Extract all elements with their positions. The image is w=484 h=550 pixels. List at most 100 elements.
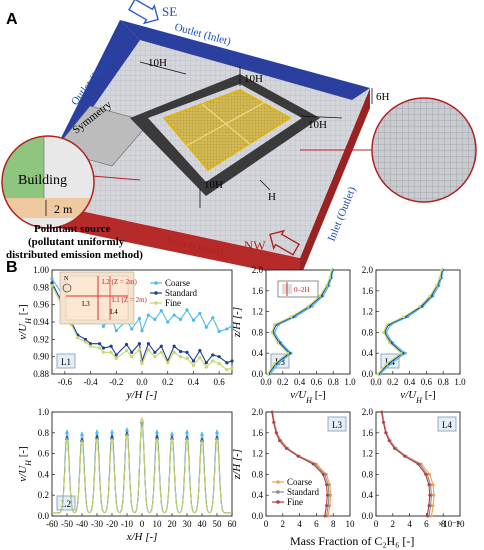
l1-xlabel: y/H [-] [126, 389, 158, 401]
l1-point-coarse [146, 313, 151, 317]
l1-point-fine [83, 340, 88, 344]
l1-point-coarse [137, 316, 142, 321]
l3-mass-point-fine [325, 483, 328, 487]
l2-frame [51, 411, 233, 517]
l1-point-fine [204, 365, 208, 369]
l3-mass-xtick-label: 2 [281, 519, 286, 529]
zoom-connector-left [91, 175, 141, 181]
l3-inset: 0–2H [277, 280, 319, 298]
l1-point-standard [217, 355, 221, 359]
l1-point-fine [88, 344, 93, 348]
l4-xtick-label: 0.2 [387, 377, 398, 387]
l4-mass-tag-box [437, 416, 457, 432]
l1-point-coarse [50, 277, 54, 281]
l2-peak-coarse [155, 431, 159, 435]
dim-10h-front: 10H [204, 179, 223, 191]
domain-front-side [30, 200, 300, 278]
l1-point-fine [198, 355, 202, 360]
l1-ylabel: v/UH [-] [17, 304, 33, 339]
l2-xtick-label: 20 [168, 519, 178, 529]
l1-ytick-label: 0.92 [33, 334, 49, 344]
l1-point-fine [153, 355, 157, 359]
source-divider-2 [185, 101, 266, 147]
l4-mass-point-coarse [431, 483, 435, 487]
dim-arrow-10h-back [139, 61, 187, 75]
l3-mass-legend-coarse: Coarse [287, 477, 312, 487]
l3-mass-point-fine [311, 462, 315, 466]
l1-ytick-label: 0.88 [33, 369, 49, 379]
l3-xtick-label: 0.0 [260, 377, 272, 387]
l2-xtick-label: -40 [76, 519, 88, 529]
l2-xtick-label: 50 [213, 519, 223, 529]
dim-2m: 2 m [54, 202, 73, 216]
l1-point-coarse [211, 316, 215, 320]
l1-point-standard [124, 342, 129, 347]
l4-mass-point-fine [403, 454, 406, 458]
l1-legend-coarse: Coarse [165, 278, 190, 288]
l3-xtick-label: 0.2 [277, 377, 288, 387]
l3-mass-ytick-label: 0.8 [252, 469, 264, 479]
l2-tag: L2 [61, 499, 71, 509]
l2-peak-coarse [125, 429, 129, 433]
l4-mass-ytick-label: 1.2 [362, 449, 373, 459]
inset-n: N [64, 276, 69, 282]
l2-peak-coarse [170, 433, 174, 437]
outlet-wall-back [120, 20, 370, 100]
l2-peak-coarse [200, 433, 204, 437]
l1-point-fine [97, 346, 102, 350]
l3-mass-point-fine [296, 454, 300, 458]
l4-mass-point-fine [384, 431, 388, 435]
l1-point-fine [146, 348, 151, 352]
l3-xtick-label: 1.0 [344, 377, 356, 387]
l1-point-fine [178, 355, 183, 359]
l3-ytick-label: 1.6 [252, 286, 264, 296]
l1-xtick-label: 0.6 [214, 377, 226, 387]
l4-mass-ytick-label: 0.0 [362, 511, 374, 521]
l3-point-fine [289, 315, 293, 319]
l1-point-standard [137, 342, 142, 346]
l3-point-fine [330, 268, 333, 272]
l4-mass-point-fine [380, 410, 384, 414]
l3-point-fine [273, 362, 276, 365]
l3-mass-legend-marker [276, 490, 280, 494]
pollutant-line-3: distributed emission method) [6, 249, 143, 261]
l1-point-standard [211, 353, 215, 357]
building-label: Building [18, 173, 67, 188]
l4-ytick-label: 1.2 [362, 307, 373, 317]
l2-peak-coarse [95, 431, 99, 435]
l2-peak-fine [125, 435, 129, 439]
l4-mass-tag: L4 [442, 420, 452, 430]
l3-mass-ytick-label: 1.2 [252, 449, 263, 459]
l1-legend-marker [154, 291, 158, 295]
panel-a-label: A [6, 11, 18, 28]
l1-line-standard [51, 282, 233, 364]
l1-point-fine [109, 350, 113, 354]
dim-10h-right: 10H [308, 119, 327, 131]
l4-mass-point-fine [387, 439, 391, 442]
l4-mass-xtick-label: 10 [456, 519, 466, 529]
l4-point-fine [376, 372, 380, 376]
l3-mass-ytick-label: 2.0 [252, 407, 264, 417]
dim-10h-top: 10H [244, 73, 263, 85]
l2-xtick-label: 60 [228, 519, 238, 529]
l2-peak-fine [185, 439, 189, 443]
l1-inset: L2 (Z = 2m) L1 (Z = 2m) L3 L4 N [59, 271, 148, 325]
dim-h: H [268, 191, 276, 203]
l2-peak-fine [200, 441, 204, 445]
l1-point-standard [204, 361, 208, 365]
l3-point-fine [306, 305, 310, 308]
l3-mass-xtick-label: 8 [331, 519, 336, 529]
l3-mass-point-fine [325, 504, 328, 507]
l4-xtick-label: 0.6 [421, 377, 433, 387]
l3-point-fine [266, 372, 270, 376]
dim-arrow-h [259, 179, 271, 191]
l2-ytick-label: 0.0 [38, 511, 50, 521]
l3-ytick-label: 2.0 [252, 265, 264, 275]
l2-ytick-label: 0.6 [38, 449, 50, 459]
l4-mass-point-fine [427, 483, 431, 487]
l2-xtick-label: -50 [61, 519, 73, 529]
l1-point-fine [225, 368, 229, 372]
l4-ytick-label: 0.8 [362, 327, 374, 337]
l1-point-coarse [185, 308, 189, 312]
l3-mass-point-fine [274, 431, 278, 435]
